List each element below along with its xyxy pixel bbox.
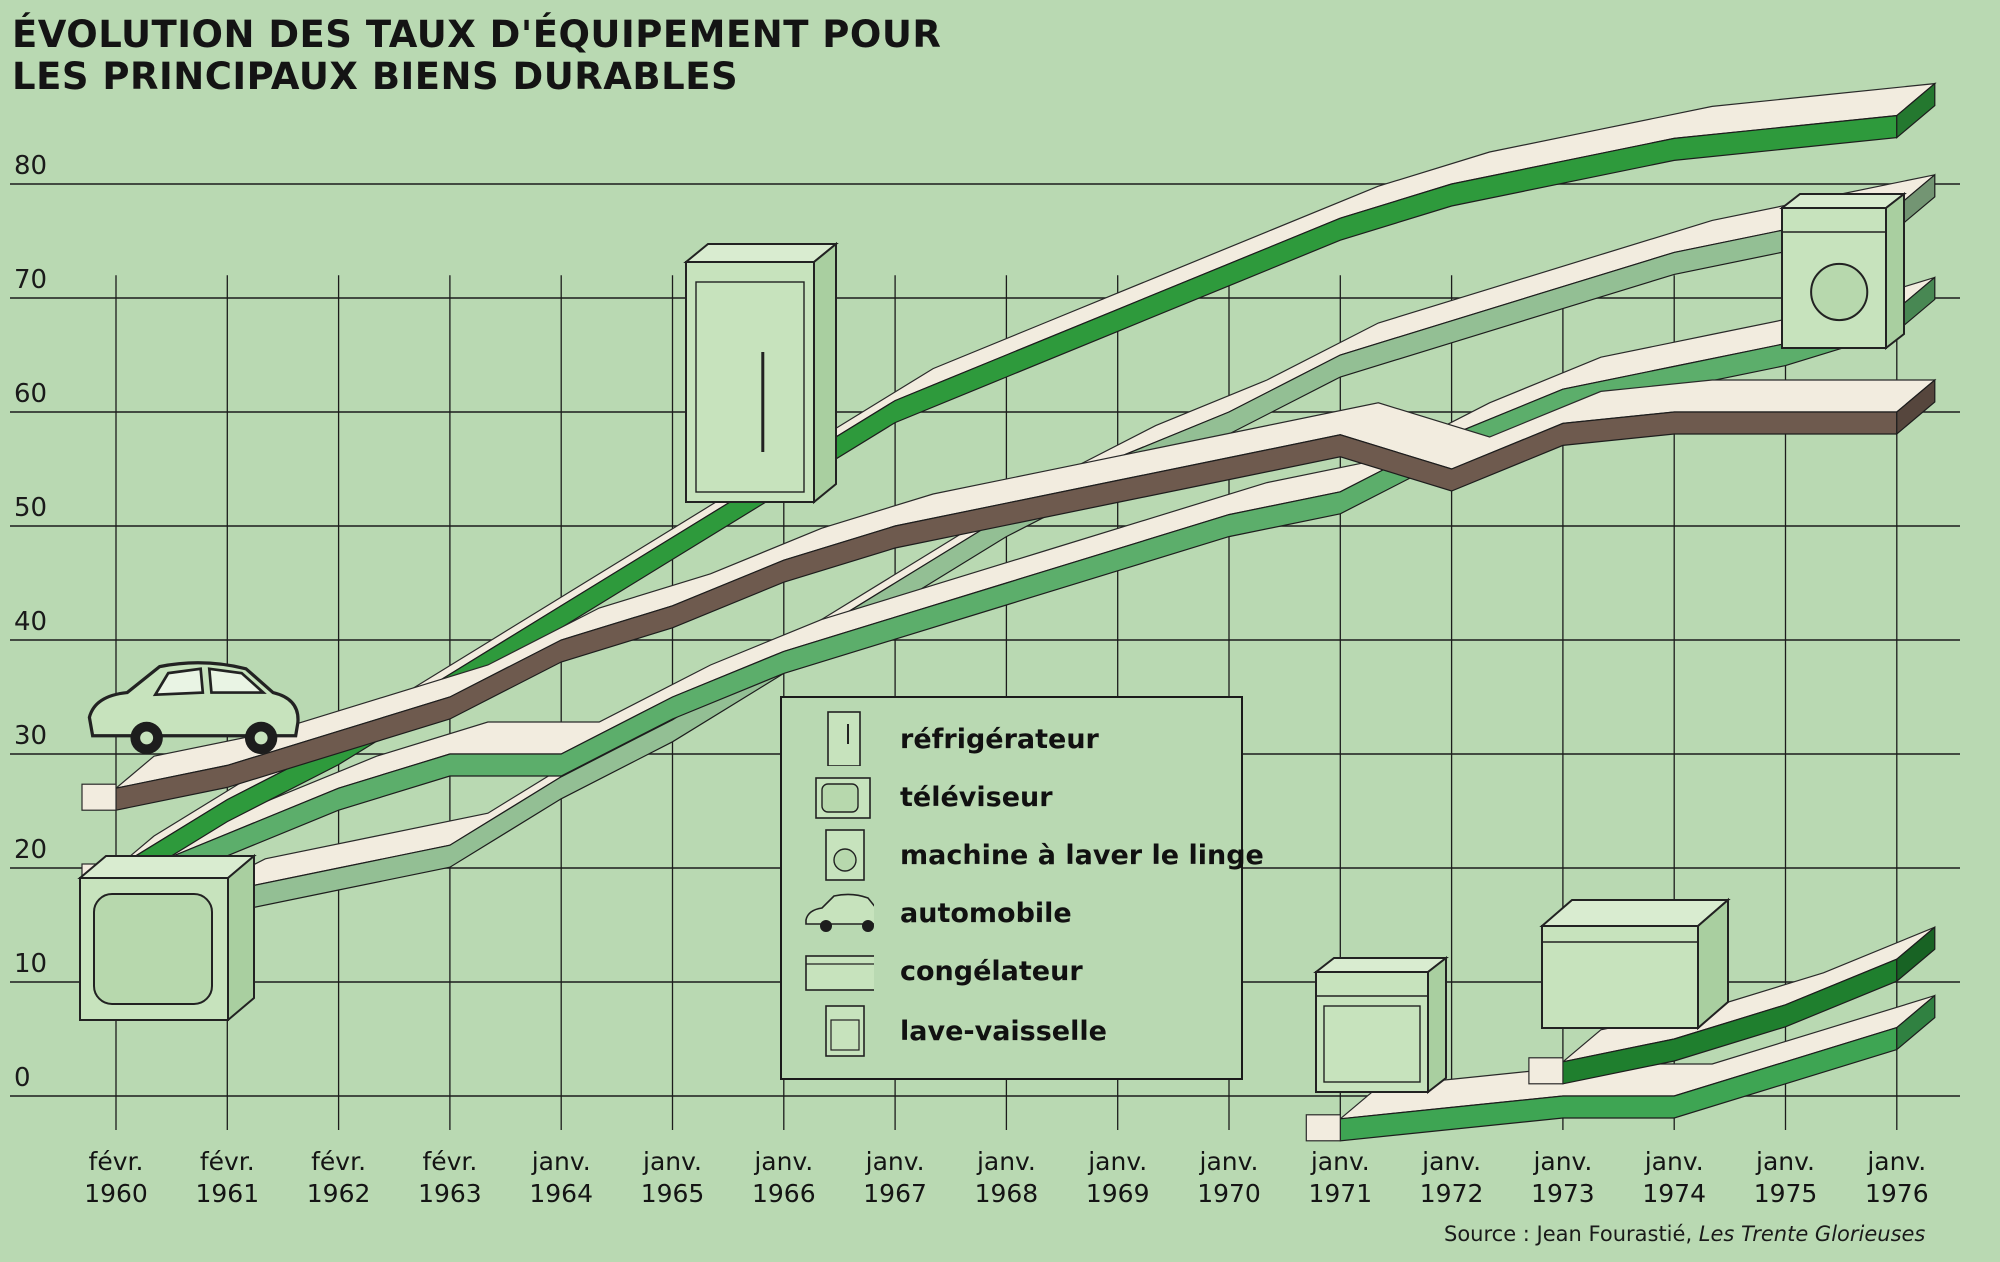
source-work: Les Trente Glorieuses [1698, 1222, 1926, 1246]
ribbon-start-block [1305, 1114, 1341, 1142]
y-tick-label: 40 [14, 607, 47, 637]
x-tick-label: janv. 1970 [1197, 1147, 1261, 1208]
x-tick-label: janv. 1975 [1754, 1147, 1818, 1208]
refrigerator-icon [827, 711, 861, 766]
legend-item: machine à laver le linge [792, 826, 1264, 884]
ribbon-start-block [1528, 1057, 1564, 1085]
y-tick-label: 10 [14, 949, 47, 979]
y-tick-label: 30 [14, 721, 47, 751]
legend-label: lave-vaisselle [900, 1016, 1107, 1047]
y-tick-label: 80 [14, 151, 47, 181]
x-tick-label: févr. 1962 [307, 1147, 371, 1208]
x-tick-label: janv. 1973 [1531, 1147, 1595, 1208]
series-ribbon [81, 378, 1937, 811]
x-tick-label: févr. 1960 [84, 1147, 148, 1208]
legend-label: automobile [900, 898, 1072, 929]
legend-item: lave-vaisselle [792, 1002, 1232, 1060]
legend-label: réfrigérateur [900, 724, 1099, 755]
chart-title-line-1: ÉVOLUTION DES TAUX D'ÉQUIPEMENT POUR [12, 13, 942, 56]
y-tick-label: 50 [14, 493, 47, 523]
washing-machine-icon [1779, 191, 1907, 351]
dishwasher-icon [1313, 955, 1449, 1095]
chart-title-line-2: LES PRINCIPAUX BIENS DURABLES [12, 55, 739, 98]
x-tick-label: janv. 1971 [1308, 1147, 1372, 1208]
x-tick-label: janv. 1972 [1420, 1147, 1484, 1208]
x-tick-label: janv. 1976 [1865, 1147, 1929, 1208]
ribbon-cap [1896, 994, 1936, 1051]
x-tick-label: janv. 1974 [1642, 1147, 1706, 1208]
x-tick-label: févr. 1961 [195, 1147, 259, 1208]
x-tick-label: févr. 1963 [418, 1147, 482, 1208]
car-icon [87, 661, 300, 755]
source-note: Source : Jean Fourastié, Les Trente Glor… [1444, 1222, 1925, 1246]
freezer-icon [1539, 897, 1731, 1031]
x-tick-label: janv. 1967 [863, 1147, 927, 1208]
x-tick-label: janv. 1968 [975, 1147, 1039, 1208]
ribbon-cap [1896, 378, 1936, 436]
freezer-icon [805, 955, 874, 991]
series-ribbon [1305, 994, 1936, 1142]
refrigerator-icon [683, 241, 839, 505]
ribbon-cap [1896, 82, 1936, 139]
car-icon [805, 893, 874, 932]
y-tick-label: 20 [14, 835, 47, 865]
x-tick-label: janv. 1966 [752, 1147, 816, 1208]
legend-item: réfrigérateur [792, 710, 1232, 768]
legend-label: téléviseur [900, 782, 1053, 813]
television-icon [77, 853, 257, 1023]
x-tick-label: janv. 1964 [529, 1147, 593, 1208]
legend: réfrigérateur téléviseur machine à laver l… [780, 696, 1264, 1080]
y-tick-label: 70 [14, 265, 47, 295]
y-tick-label: 0 [14, 1063, 31, 1093]
ribbon-cap [1896, 925, 1936, 983]
chart-title: ÉVOLUTION DES TAUX D'ÉQUIPEMENT POUR LES… [12, 14, 941, 98]
legend-label: congélateur [900, 956, 1083, 987]
legend-label: machine à laver le linge [900, 840, 1264, 871]
ribbon-start-block [81, 783, 117, 811]
dishwasher-icon [825, 1005, 865, 1057]
x-tick-label: janv. 1965 [641, 1147, 705, 1208]
y-tick-label: 60 [14, 379, 47, 409]
legend-item: automobile [792, 884, 1232, 942]
legend-item: téléviseur [792, 768, 1232, 826]
legend-item: congélateur [792, 942, 1232, 1000]
washing-machine-icon [825, 829, 865, 881]
television-icon [815, 777, 871, 819]
x-tick-label: janv. 1969 [1086, 1147, 1150, 1208]
source-text: Source : Jean Fourastié, [1444, 1222, 1699, 1246]
